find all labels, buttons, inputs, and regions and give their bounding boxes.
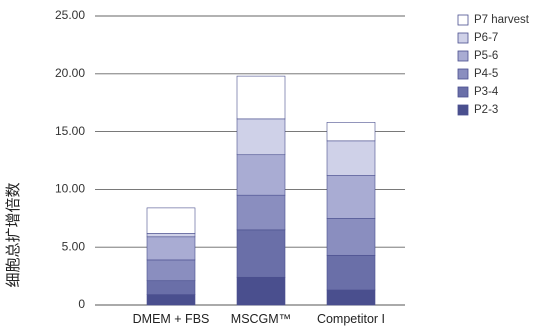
- y-axis-tick-labels: 0 5.00 10.00 15.00 20.00 25.00: [55, 8, 85, 311]
- legend-swatch: [457, 104, 469, 116]
- legend: P7 harvest P6-7 P5-6 P4-5 P3-4 P2-3: [457, 14, 530, 116]
- bar-segment: [236, 229, 286, 278]
- bar-segment: [146, 280, 196, 295]
- bar-segment: [326, 254, 376, 291]
- bar-segment: [236, 154, 286, 196]
- x-tick-label: MSCGM™: [231, 312, 291, 326]
- x-tick-label: DMEM + FBS: [133, 312, 210, 326]
- legend-swatch: [457, 14, 469, 26]
- bar-segment: [326, 175, 376, 219]
- bar-segment: [236, 118, 286, 156]
- legend-label: P6-7: [474, 32, 498, 44]
- y-tick-label: 10.00: [55, 182, 85, 196]
- bar-segment: [236, 276, 286, 306]
- y-tick-label: 25.00: [55, 8, 85, 22]
- legend-swatch: [457, 50, 469, 62]
- legend-swatch: [457, 68, 469, 80]
- legend-label: P3-4: [474, 86, 499, 98]
- bar-segment: [326, 218, 376, 256]
- bar-segment: [146, 259, 196, 282]
- y-tick-label: 15.00: [55, 124, 85, 138]
- bar-segment: [326, 140, 376, 176]
- legend-label: P2-3: [474, 104, 498, 116]
- y-tick-label: 5.00: [62, 239, 86, 253]
- bar-segment: [146, 236, 196, 261]
- bar-segment: [236, 75, 286, 120]
- bar-stacks: [146, 75, 376, 306]
- y-axis-label: 细胞总扩增倍数: [5, 182, 22, 287]
- legend-swatch: [457, 32, 469, 44]
- y-tick-label: 20.00: [55, 66, 85, 80]
- bar-segment: [236, 194, 286, 231]
- bar-segment: [146, 294, 196, 306]
- bar-segment: [146, 233, 196, 238]
- legend-label: P4-5: [474, 68, 498, 80]
- y-tick-label: 0: [78, 297, 85, 311]
- legend-label: P5-6: [474, 50, 498, 62]
- x-axis-tick-labels: DMEM + FBS MSCGM™ Competitor I: [133, 312, 385, 326]
- bar-segment: [146, 207, 196, 234]
- legend-swatch: [457, 86, 469, 98]
- x-tick-label: Competitor I: [317, 312, 385, 326]
- legend-label: P7 harvest: [474, 14, 530, 26]
- bar-segment: [326, 289, 376, 306]
- bar-segment: [326, 122, 376, 142]
